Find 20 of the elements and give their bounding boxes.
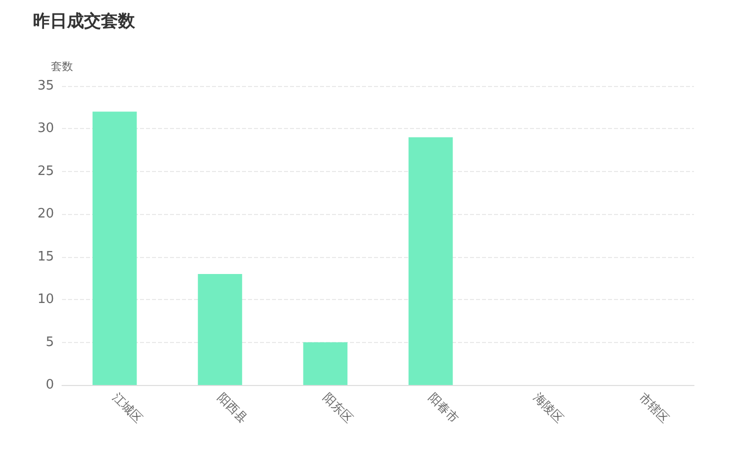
bar [198, 274, 242, 385]
x-tick-label: 阳西县 [215, 390, 250, 426]
y-tick-label: 15 [37, 249, 54, 264]
bar [92, 112, 137, 385]
y-tick-label: 10 [37, 292, 54, 308]
y-tick-label: 35 [37, 78, 54, 94]
x-tick-label: 市辖区 [636, 390, 672, 426]
y-tick-label: 25 [37, 164, 54, 179]
x-tick-label: 海陵区 [531, 390, 566, 426]
y-axis-title: 套数 [51, 60, 73, 73]
bar [303, 342, 348, 385]
y-tick-label: 30 [37, 121, 54, 136]
chart-title: 昨日成交套数 [33, 12, 136, 32]
bar [408, 137, 453, 385]
x-tick-label: 阳春市 [426, 390, 462, 426]
x-tick-label: 江城区 [110, 390, 146, 426]
y-tick-label: 20 [37, 206, 54, 222]
x-tick-label: 阳东区 [320, 390, 356, 426]
y-tick-label: 5 [46, 334, 54, 350]
y-tick-label: 0 [46, 378, 54, 392]
